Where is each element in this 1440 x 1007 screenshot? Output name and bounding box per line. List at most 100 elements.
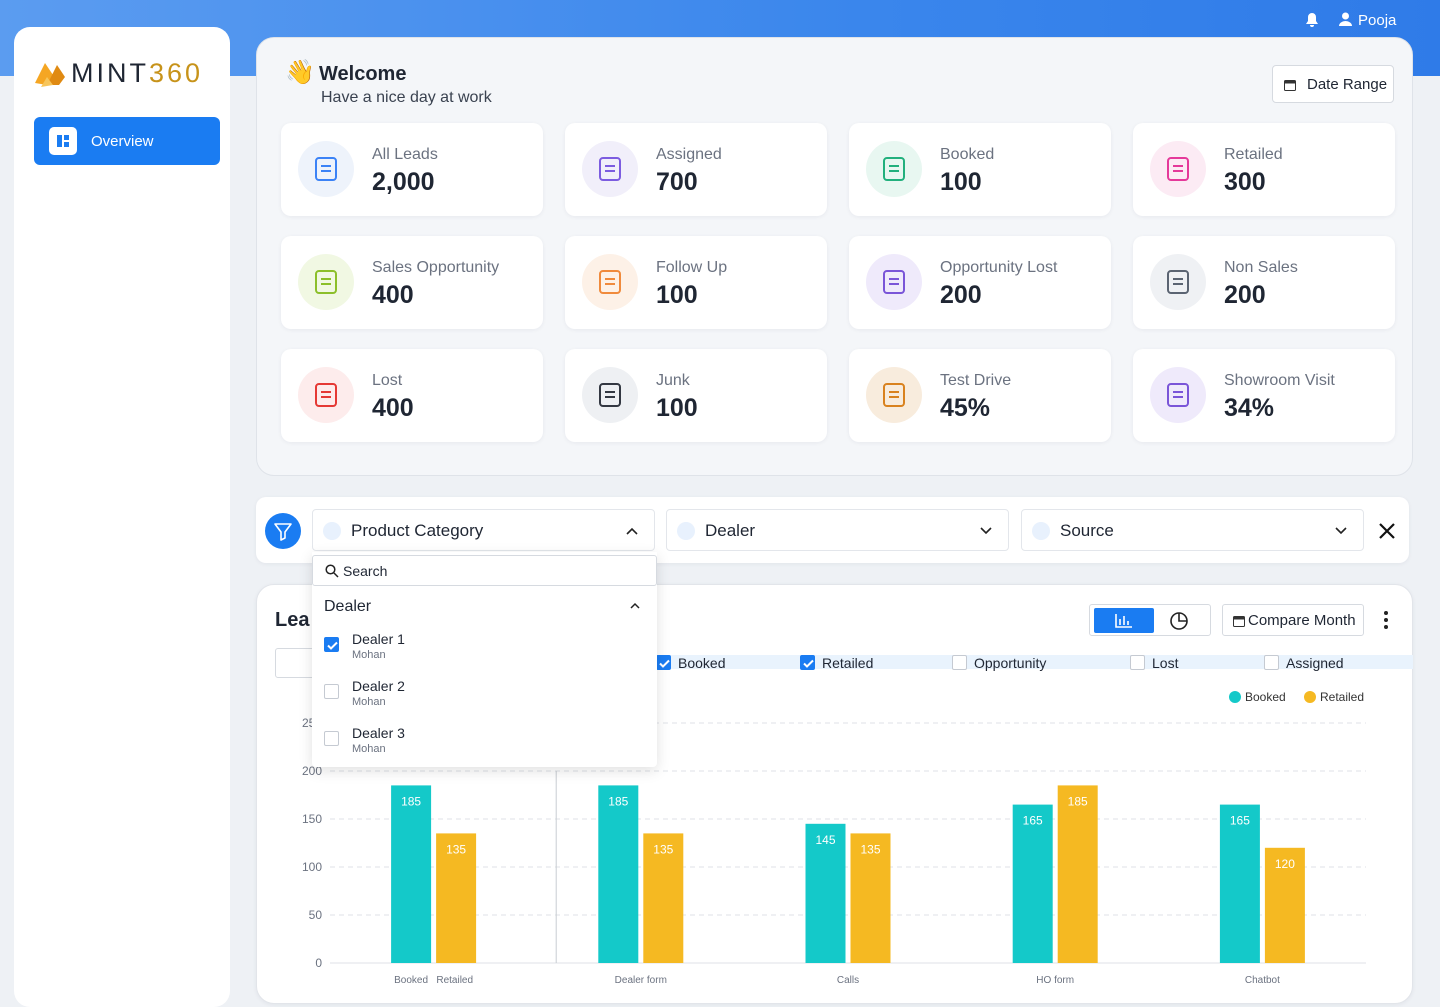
filter-button[interactable] <box>265 513 301 549</box>
chevron <box>1335 527 1347 535</box>
stat-glyph <box>1167 270 1189 294</box>
bar-value-label: 145 <box>815 833 835 847</box>
chart-title: Lea <box>275 609 310 631</box>
glyph-lines <box>1173 165 1183 172</box>
glyph-outline <box>315 157 337 181</box>
x-tick-label: Booked Retailed <box>394 975 473 984</box>
y-tick-label: 0 <box>315 956 322 970</box>
filter-chevron[interactable] <box>980 527 992 535</box>
glyph-lines <box>1173 278 1183 285</box>
bar <box>1012 804 1053 963</box>
filter-label[interactable]: Source <box>1060 521 1114 540</box>
stat-icon <box>582 254 638 310</box>
glyph-outline <box>1167 270 1189 294</box>
stat-icon <box>866 141 922 197</box>
checkbox[interactable] <box>952 655 967 670</box>
stat-value: 700 <box>656 168 698 196</box>
x-tick-label: Chatbot <box>1245 975 1280 984</box>
glyph-outline <box>883 270 905 294</box>
glyph-lines <box>889 165 899 172</box>
stat-glyph <box>599 157 621 181</box>
filter-select[interactable]: Product Category <box>312 509 655 551</box>
glyph-outline <box>599 157 621 181</box>
stat-glyph <box>883 383 905 407</box>
group-chevron[interactable] <box>630 602 640 610</box>
x-tick-label: Calls <box>837 975 859 984</box>
dealer-sub: Mohan <box>352 743 386 755</box>
checkbox[interactable] <box>1264 655 1279 670</box>
bar <box>805 823 846 963</box>
search-box[interactable]: Search <box>312 555 657 586</box>
dealer-name[interactable]: Dealer 3 <box>352 725 405 741</box>
filter-chevron[interactable] <box>626 527 638 535</box>
chevron <box>980 527 992 535</box>
stat-value: 400 <box>372 281 414 309</box>
bell-icon[interactable] <box>1305 12 1319 28</box>
stat-glyph <box>1167 157 1189 181</box>
glyph-lines <box>1173 391 1183 398</box>
dropdown-group[interactable]: Dealer <box>324 598 372 615</box>
stat-label: Retailed <box>1224 146 1283 163</box>
filter-select[interactable]: Source <box>1021 509 1364 551</box>
checkbox[interactable] <box>324 637 339 652</box>
close-filters[interactable] <box>1378 522 1396 540</box>
stat-label: Showroom Visit <box>1224 372 1335 389</box>
nav-item[interactable]: Overview <box>34 117 220 165</box>
brand: MINT360 <box>71 58 203 89</box>
dealer-name[interactable]: Dealer 1 <box>352 631 405 647</box>
stat-label: Sales Opportunity <box>372 259 500 276</box>
bar <box>436 833 477 963</box>
compare-month-label[interactable]: Compare Month <box>1248 612 1356 629</box>
stat-glyph <box>1167 383 1189 407</box>
stat-value: 200 <box>1224 281 1266 309</box>
dealer-name[interactable]: Dealer 2 <box>352 678 405 694</box>
filter-label[interactable]: Dealer <box>705 521 756 540</box>
nav-label[interactable]: Overview <box>91 133 154 150</box>
bar-view-button[interactable] <box>1094 608 1154 633</box>
logo-mark <box>35 63 65 87</box>
stat-card: Retailed 300 <box>1133 123 1395 216</box>
toggle-label[interactable]: Retailed <box>822 655 874 671</box>
toggle-label[interactable]: Lost <box>1152 655 1179 671</box>
filter-select[interactable]: Dealer <box>666 509 1009 551</box>
stat-value: 200 <box>940 281 982 309</box>
user-name[interactable]: Pooja <box>1358 12 1397 29</box>
checkbox[interactable] <box>800 655 815 670</box>
bar-value-label: 165 <box>1230 814 1250 828</box>
welcome-subtitle: Have a nice day at work <box>321 89 492 106</box>
bar <box>598 785 639 963</box>
checkbox[interactable] <box>1130 655 1145 670</box>
date-range-label[interactable]: Date Range <box>1307 76 1388 93</box>
checkbox[interactable] <box>324 684 339 699</box>
toggle-label[interactable]: Booked <box>678 655 726 671</box>
filter-chevron[interactable] <box>1335 527 1347 535</box>
stat-card: Test Drive 45% <box>849 349 1111 442</box>
filter-label[interactable]: Product Category <box>351 521 484 540</box>
pie-view-button[interactable] <box>1168 610 1190 632</box>
bar-value-label: 135 <box>653 842 673 856</box>
stat-value: 45% <box>940 394 991 422</box>
toggle-label[interactable]: Assigned <box>1286 655 1344 671</box>
search-placeholder[interactable]: Search <box>343 563 388 579</box>
legend-label: Retailed <box>1320 690 1364 704</box>
stat-card: Junk 100 <box>565 349 827 442</box>
stat-label: Non Sales <box>1224 259 1298 276</box>
date-range-button[interactable]: Date Range <box>1272 65 1394 103</box>
stat-glyph <box>599 270 621 294</box>
search-icon <box>325 564 339 578</box>
bar-value-label: 165 <box>1023 814 1043 828</box>
stat-icon <box>582 141 638 197</box>
bar <box>850 833 891 963</box>
toggle-label[interactable]: Opportunity <box>974 655 1047 671</box>
sidebar <box>14 27 230 1007</box>
stat-icon <box>298 254 354 310</box>
checkbox[interactable] <box>324 731 339 746</box>
filter-icon <box>323 522 341 540</box>
more-menu[interactable] <box>1380 610 1392 630</box>
compare-month-button[interactable]: Compare Month <box>1222 604 1364 636</box>
glyph-lines <box>321 391 331 398</box>
bar-value-label: 185 <box>401 794 421 808</box>
stat-icon <box>298 141 354 197</box>
check <box>327 641 338 650</box>
